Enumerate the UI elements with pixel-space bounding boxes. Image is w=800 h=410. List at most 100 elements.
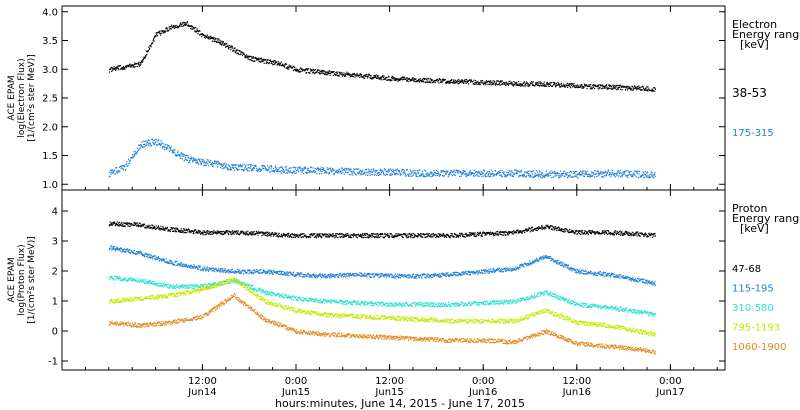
- data-point: [572, 85, 575, 87]
- data-point: [188, 229, 190, 231]
- data-point: [237, 169, 239, 171]
- data-point: [604, 175, 606, 177]
- data-point: [205, 35, 207, 37]
- data-point: [292, 65, 294, 67]
- data-point: [246, 55, 248, 57]
- data-point: [204, 36, 206, 39]
- data-point: [569, 83, 571, 85]
- data-point: [576, 85, 578, 87]
- data-point: [179, 263, 181, 265]
- data-point: [145, 145, 147, 147]
- data-point: [120, 68, 123, 70]
- data-point: [239, 272, 241, 275]
- data-point: [245, 273, 247, 275]
- data-point: [466, 79, 468, 81]
- data-point: [651, 236, 653, 238]
- data-point: [412, 237, 414, 239]
- data-point: [448, 80, 450, 82]
- data-point: [202, 270, 204, 272]
- data-point: [122, 66, 124, 68]
- data-point: [381, 171, 383, 174]
- data-point: [618, 174, 620, 176]
- y-tick-label: 2.0: [42, 122, 58, 133]
- data-point: [405, 233, 407, 235]
- data-point: [353, 172, 355, 174]
- data-point: [309, 234, 311, 236]
- data-point: [151, 138, 153, 140]
- data-point: [180, 231, 183, 233]
- data-point: [227, 168, 229, 170]
- data-point: [159, 228, 162, 230]
- data-point: [482, 169, 484, 171]
- data-point: [374, 173, 376, 175]
- data-point: [397, 235, 399, 237]
- data-point: [623, 173, 625, 175]
- data-point: [232, 230, 234, 232]
- data-point: [515, 230, 517, 232]
- data-point: [122, 225, 124, 227]
- data-point: [188, 231, 190, 233]
- data-point: [472, 232, 474, 234]
- data-point: [528, 170, 530, 172]
- data-point: [195, 266, 197, 268]
- data-point: [454, 79, 456, 81]
- data-point: [242, 270, 244, 272]
- data-point: [317, 274, 319, 276]
- data-point: [560, 176, 562, 178]
- data-point: [379, 233, 382, 235]
- data-point: [524, 83, 527, 85]
- data-point: [532, 84, 534, 86]
- data-point: [207, 159, 209, 161]
- data-point: [378, 236, 380, 238]
- data-point: [257, 59, 259, 61]
- data-point: [232, 47, 234, 49]
- data-point: [451, 79, 453, 81]
- data-point: [423, 234, 426, 236]
- data-point: [187, 155, 189, 157]
- data-point: [571, 231, 573, 233]
- data-point: [209, 36, 211, 39]
- data-point: [545, 170, 547, 172]
- data-point: [368, 74, 371, 76]
- data-point: [629, 86, 631, 88]
- data-point: [189, 25, 192, 28]
- data-point: [518, 83, 520, 85]
- data-point: [549, 83, 551, 85]
- data-point: [180, 25, 183, 27]
- data-point: [156, 144, 158, 146]
- data-point: [143, 57, 146, 59]
- data-point: [190, 158, 192, 160]
- data-point: [502, 172, 504, 174]
- data-point: [350, 74, 352, 76]
- data-point: [441, 234, 443, 236]
- data-point: [474, 83, 476, 85]
- data-point: [530, 175, 532, 177]
- data-point: [155, 228, 157, 230]
- data-point: [188, 162, 190, 164]
- data-point: [121, 249, 123, 251]
- data-point: [311, 70, 313, 72]
- data-point: [195, 161, 197, 163]
- data-point: [264, 233, 266, 235]
- data-point: [470, 172, 472, 174]
- data-point: [562, 231, 564, 233]
- data-point: [278, 170, 280, 173]
- data-point: [112, 248, 114, 250]
- data-point: [474, 233, 476, 235]
- data-point: [360, 275, 362, 277]
- data-point: [195, 31, 197, 33]
- data-point: [292, 171, 294, 173]
- data-point: [379, 168, 382, 170]
- data-point: [360, 172, 362, 174]
- data-point: [575, 86, 577, 88]
- data-point: [635, 87, 637, 89]
- data-point: [616, 232, 618, 235]
- data-point: [431, 172, 433, 174]
- data-point: [382, 171, 384, 173]
- data-point: [432, 233, 435, 235]
- data-point: [253, 231, 255, 233]
- data-point: [572, 170, 574, 172]
- data-point: [412, 77, 414, 79]
- data-point: [305, 275, 307, 278]
- data-point: [407, 237, 409, 239]
